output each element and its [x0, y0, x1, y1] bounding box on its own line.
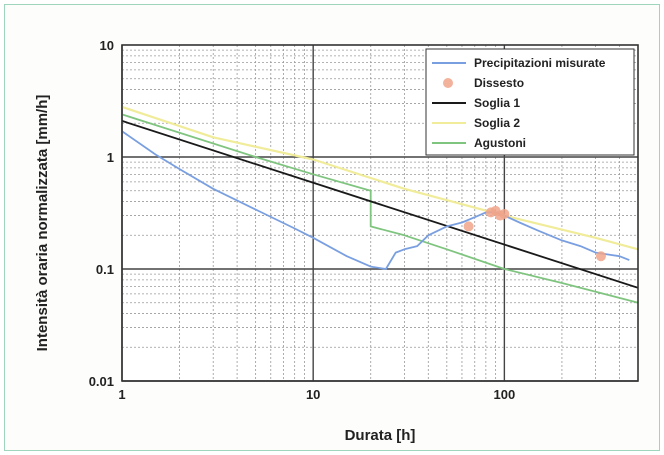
point-dissesto	[499, 208, 510, 219]
x-tick-label: 10	[306, 387, 320, 402]
legend-label-soglia-2: Soglia 2	[474, 116, 520, 130]
y-axis-label: Intensità oraria normalizzata [mm/h]	[34, 95, 51, 352]
legend-label-soglia-1: Soglia 1	[474, 96, 520, 110]
y-tick-label: 10	[100, 38, 114, 53]
legend-swatch-dissesto	[443, 78, 453, 88]
plot-border	[121, 44, 639, 382]
y-tick-label: 0.01	[89, 374, 114, 389]
y-tick-label: 1	[107, 150, 114, 165]
legend-label-agustoni: Agustoni	[474, 136, 526, 150]
legend-label-dissesto: Dissesto	[474, 76, 524, 90]
x-tick-label: 100	[494, 387, 516, 402]
line-agustoni	[121, 113, 639, 304]
line-soglia-2	[121, 105, 639, 251]
point-dissesto	[595, 251, 606, 262]
line-soglia-1	[121, 120, 639, 289]
legend-label-precipitazioni-misurate: Precipitazioni misurate	[474, 56, 606, 70]
x-tick-label: 1	[118, 387, 125, 402]
series-layer	[121, 105, 639, 304]
point-dissesto	[463, 221, 474, 232]
legend: Precipitazioni misurate Dissesto Soglia 1 S…	[425, 48, 635, 156]
x-axis-label: Durata [h]	[345, 427, 416, 444]
y-tick-label: 0.1	[96, 262, 114, 277]
axes: 1 10 100 10 1 0.1 0.01	[89, 38, 639, 402]
line-precipitazioni-misurate	[121, 130, 630, 270]
